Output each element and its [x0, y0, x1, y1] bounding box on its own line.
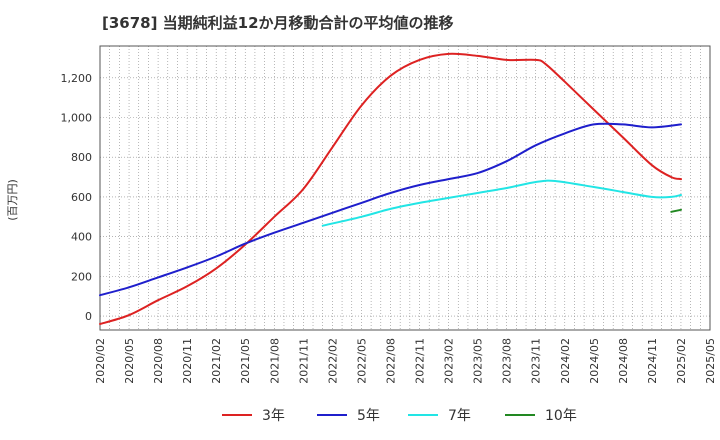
x-tick-label: 2022/02	[326, 338, 339, 384]
x-tick-label: 2021/05	[239, 338, 252, 384]
x-tick-label: 2022/11	[414, 338, 427, 384]
x-tick-label: 2020/02	[94, 338, 107, 384]
legend-label-2: 7年	[448, 408, 471, 424]
x-tick-label: 2024/08	[617, 338, 630, 384]
x-tick-label: 2020/08	[152, 338, 165, 384]
x-tick-label: 2021/02	[210, 338, 223, 384]
y-tick-label: 600	[71, 191, 92, 204]
series-line-1	[99, 122, 682, 297]
x-tick-label: 2020/05	[123, 338, 136, 384]
plot-frame	[99, 45, 711, 331]
series-line-3	[670, 208, 682, 213]
y-tick-label: 1,000	[61, 111, 93, 124]
legend-label-1: 5年	[357, 408, 380, 424]
y-tick-label: 200	[71, 270, 92, 283]
x-tick-label: 2023/11	[530, 338, 543, 384]
x-tick-label: 2025/02	[675, 338, 688, 384]
y-tick-label: 800	[71, 151, 92, 164]
series-line-0	[99, 52, 682, 325]
x-tick-label: 2022/05	[355, 338, 368, 384]
legend-label-0: 3年	[262, 408, 285, 424]
y-tick-label: 1,200	[61, 72, 93, 85]
y-tick-label: 0	[85, 310, 92, 323]
y-axis-label: (百万円)	[6, 179, 19, 221]
x-tick-label: 2022/08	[384, 338, 397, 384]
x-tick-label: 2023/02	[443, 338, 456, 384]
chart-title: [3678] 当期純利益12か月移動合計の平均値の推移	[102, 14, 454, 32]
x-tick-label: 2024/02	[559, 338, 572, 384]
x-tick-label: 2025/05	[704, 338, 717, 384]
series-line-2	[321, 179, 682, 227]
x-tick-label: 2023/05	[472, 338, 485, 384]
x-tick-label: 2021/08	[268, 338, 281, 384]
x-tick-label: 2023/08	[501, 338, 514, 384]
y-tick-label: 400	[71, 231, 92, 244]
x-tick-label: 2021/11	[297, 338, 310, 384]
x-tick-label: 2024/11	[646, 338, 659, 384]
legend-label-3: 10年	[545, 408, 577, 424]
x-tick-label: 2020/11	[181, 338, 194, 384]
x-tick-label: 2024/05	[588, 338, 601, 384]
